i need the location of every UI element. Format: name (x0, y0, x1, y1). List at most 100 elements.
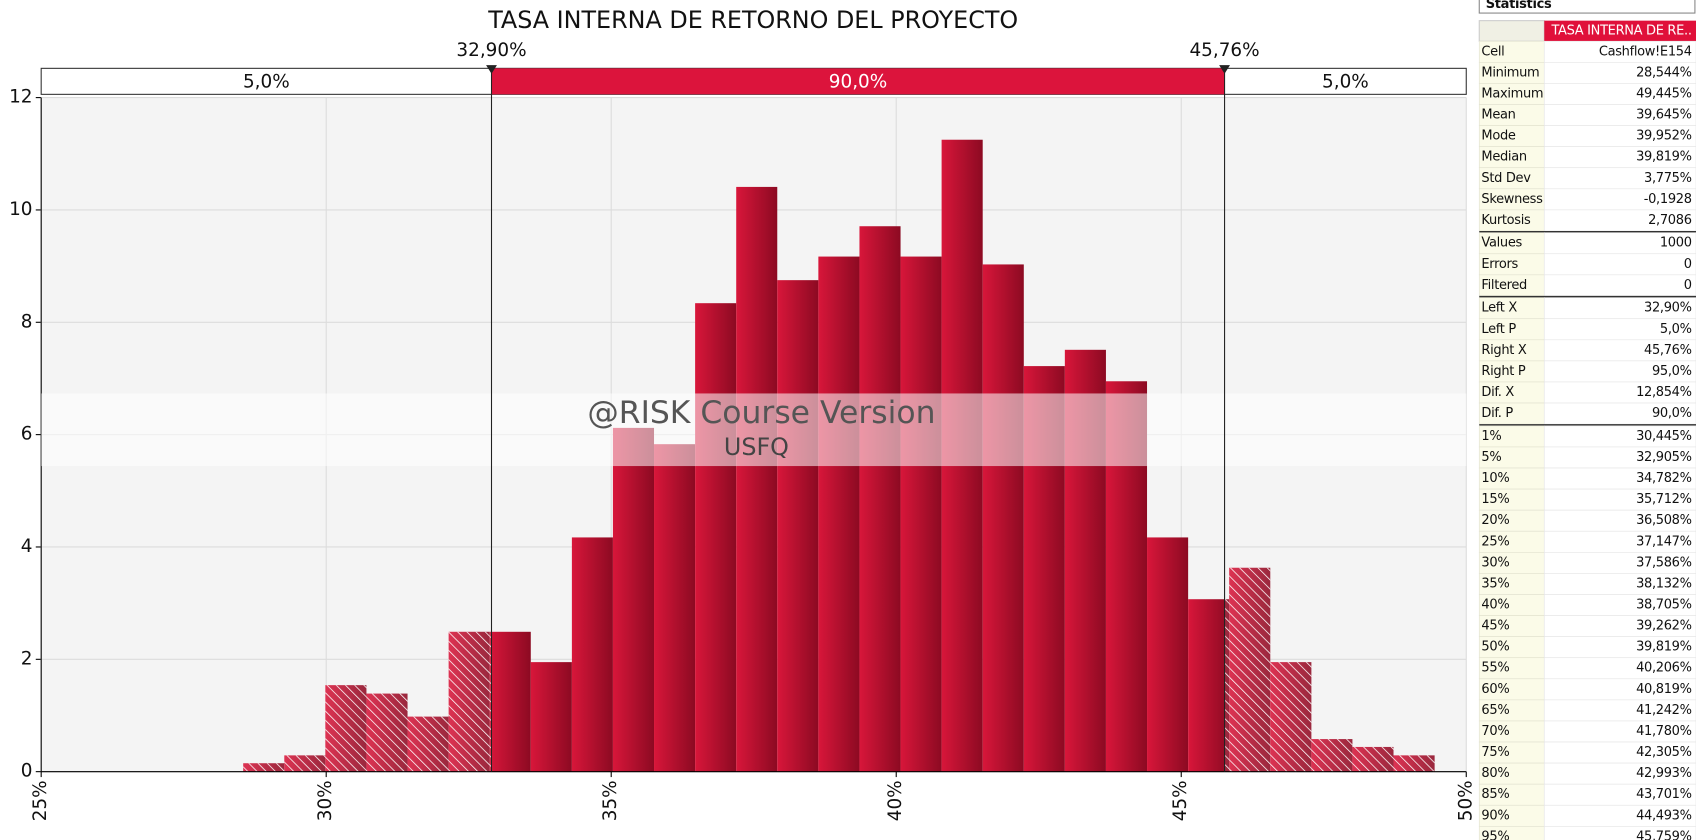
stats-label: 80% (1481, 766, 1509, 781)
stats-value: 0 (1684, 278, 1692, 293)
x-tick-label: 35% (600, 780, 621, 821)
stats-label: Std Dev (1481, 171, 1531, 186)
stats-value: 45,76% (1644, 343, 1692, 358)
stats-label: 50% (1481, 640, 1509, 655)
bar-hatch (1393, 755, 1435, 772)
bar (982, 264, 1024, 772)
stats-header (1544, 20, 1696, 42)
stats-value-cell (1543, 253, 1696, 276)
stats-label: 15% (1481, 492, 1509, 507)
stats-value: 0 (1684, 257, 1692, 272)
stats-label: Maximum (1481, 86, 1543, 101)
stats-label: 70% (1481, 724, 1509, 739)
stats-label: Skewness (1481, 192, 1543, 207)
x-tick-label: 50% (1455, 780, 1476, 821)
stats-label: Dif. P (1481, 406, 1513, 421)
stats-value: 36,508% (1636, 513, 1692, 528)
x-tick-label: 45% (1170, 780, 1191, 821)
bar-hatch (1270, 662, 1312, 772)
stats-value: 38,132% (1636, 576, 1692, 591)
bar (612, 427, 655, 772)
stats-value-cell (1543, 274, 1696, 297)
stats-label: 60% (1481, 682, 1509, 697)
watermark: @RISK Course Version (587, 395, 935, 431)
delimiter-marker (486, 65, 497, 74)
stats-value: 39,819% (1636, 640, 1692, 655)
stats-value: 32,90% (1644, 301, 1692, 316)
bar-hatch (1229, 567, 1271, 772)
delimiter-middle (491, 68, 1225, 95)
stats-label: 75% (1481, 745, 1509, 760)
stats-label: 90% (1481, 808, 1509, 823)
bar (900, 256, 942, 772)
band-label: 5,0% (1322, 71, 1369, 92)
stats-value: 3,775% (1644, 171, 1692, 186)
stats-value: 41,780% (1636, 724, 1692, 739)
bar-hatch (448, 631, 490, 772)
bar-hatch (325, 685, 367, 772)
stats-label: 10% (1481, 471, 1509, 486)
stats-label: 25% (1481, 534, 1509, 549)
delimiter-label: 32,90% (456, 40, 526, 61)
stats-column: TASA INTERNA DE RE.. (1550, 23, 1691, 38)
stats-label: Minimum (1481, 65, 1539, 80)
band-label: 5,0% (243, 71, 290, 92)
stats-value: 32,905% (1636, 450, 1692, 465)
stats-value: 42,993% (1636, 766, 1692, 781)
watermark-band (41, 393, 1467, 467)
stats-label: 1% (1481, 429, 1501, 444)
stats-label: 85% (1481, 787, 1509, 802)
stats-label: 65% (1481, 703, 1509, 718)
stats-label: Mean (1481, 108, 1515, 123)
bar-hatch (366, 693, 408, 772)
bar (818, 256, 860, 772)
stats-value: 2,7086 (1648, 213, 1692, 228)
bar (530, 662, 572, 772)
stats-value: 39,952% (1636, 129, 1692, 144)
y-tick-label: 10 (9, 199, 32, 220)
stats-value: 28,544% (1636, 65, 1692, 80)
stats-label: Values (1481, 236, 1522, 251)
bar (654, 444, 696, 772)
bar (859, 226, 901, 772)
stats-value: 90,0% (1652, 406, 1692, 421)
bar (1188, 599, 1230, 772)
y-tick-label: 12 (9, 87, 32, 108)
stats-label: 5% (1481, 450, 1501, 465)
y-tick-label: 6 (21, 424, 33, 445)
statistics-panel: Statistics TASA INTERNA DE RE.. Cell Cashfl… (1478, 0, 1696, 840)
stats-label: Left P (1481, 322, 1516, 337)
delimiter-marker (1219, 65, 1230, 74)
bar (489, 631, 531, 772)
watermark-sub: USFQ (724, 433, 789, 461)
stats-label: Dif. X (1481, 385, 1514, 400)
bar-hatch (407, 716, 449, 772)
stats-value: 5,0% (1660, 322, 1692, 337)
histogram: 0 2 4 6 8 10 12 25% 30% 35% 40% 45% 50% @RISK Course … (9, 40, 1476, 821)
stats-value: 38,705% (1636, 598, 1692, 613)
bar (777, 280, 819, 772)
stats-label: 55% (1481, 661, 1509, 676)
bar (571, 537, 613, 772)
stats-value: 12,854% (1636, 385, 1692, 400)
stats-value: 39,262% (1636, 619, 1692, 634)
x-tick-label: 40% (885, 780, 906, 821)
delimiter-label: 45,76% (1189, 40, 1259, 61)
bar (1147, 537, 1189, 772)
stats-value: Cashflow!E154 (1599, 44, 1692, 59)
stats-label: 95% (1481, 829, 1509, 840)
bar-hatch (284, 755, 326, 772)
stats-value: 37,147% (1636, 534, 1692, 549)
x-tick-label: 30% (315, 780, 336, 821)
stats-value: 39,819% (1636, 150, 1692, 165)
chart-title: TASA INTERNA DE RETORNO DEL PROYECTO (487, 6, 1018, 34)
stats-label: Mode (1481, 129, 1515, 144)
stats-label: Filtered (1481, 278, 1527, 293)
y-tick-label: 2 (21, 648, 33, 669)
x-tick-label: 25% (30, 780, 51, 821)
band-label: 90,0% (829, 71, 887, 92)
stats-value: 49,445% (1636, 86, 1692, 101)
stats-value: 45,759% (1636, 829, 1692, 840)
stats-value: 34,782% (1636, 471, 1692, 486)
